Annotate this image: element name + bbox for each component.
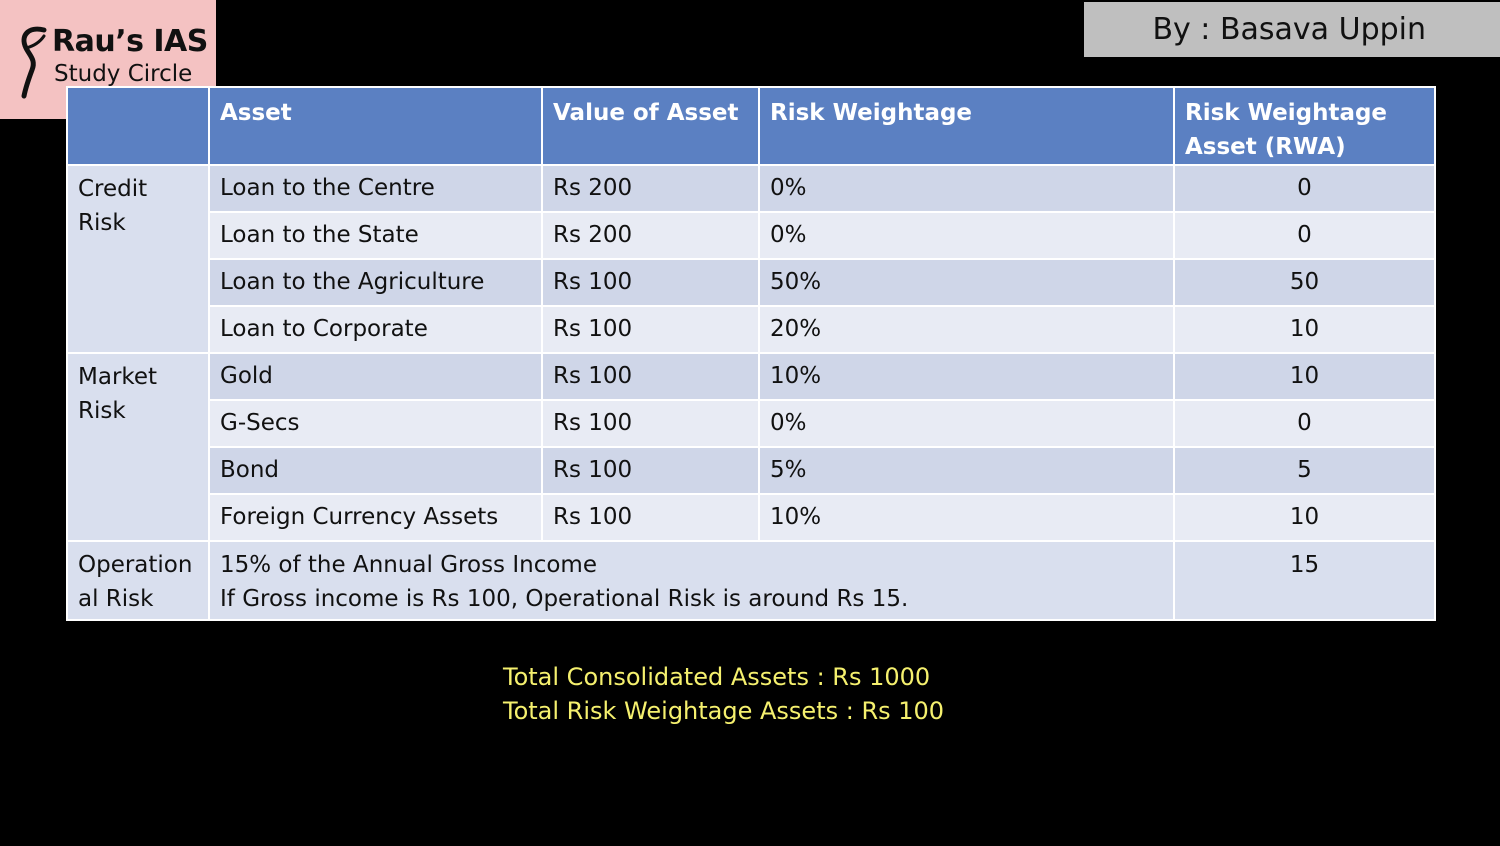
table-row: Foreign Currency Assets Rs 100 10% 10 xyxy=(67,493,1436,542)
category-market-risk: Market Risk xyxy=(66,352,210,542)
value-cell: Rs 100 xyxy=(541,446,760,495)
asset-cell: Loan to Corporate xyxy=(208,305,543,354)
weight-cell: 50% xyxy=(758,258,1175,307)
value-cell: Rs 200 xyxy=(541,211,760,260)
table-row: Market Risk Gold Rs 100 10% 10 xyxy=(66,352,1436,542)
author-banner: By : Basava Uppin xyxy=(1084,2,1500,57)
header-rwa: Risk Weightage Asset (RWA) xyxy=(1173,86,1436,166)
asset-cell: Loan to the Centre xyxy=(208,164,543,213)
asset-cell: Loan to the Agriculture xyxy=(208,258,543,307)
header-value-of-asset: Value of Asset xyxy=(541,86,760,166)
asset-cell: Bond xyxy=(208,446,543,495)
operational-risk-line2: If Gross income is Rs 100, Operational R… xyxy=(220,586,909,612)
table-header-row: Asset Value of Asset Risk Weightage Risk… xyxy=(66,86,1436,166)
table-row: G-Secs Rs 100 0% 0 xyxy=(67,399,1436,448)
logo-subtitle: Study Circle xyxy=(54,61,193,87)
rwa-cell: 15 xyxy=(1173,540,1436,621)
value-cell: Rs 100 xyxy=(541,493,760,542)
rwa-cell: 0 xyxy=(1173,399,1436,448)
category-operational-risk: Operation al Risk xyxy=(66,540,210,621)
value-cell: Rs 200 xyxy=(541,164,760,213)
rwa-cell: 5 xyxy=(1173,446,1436,495)
logo-title: Rau’s IAS xyxy=(52,24,208,59)
rwa-cell: 10 xyxy=(1173,305,1436,354)
rwa-cell: 0 xyxy=(1173,211,1436,260)
asset-cell: Loan to the State xyxy=(208,211,543,260)
asset-cell: G-Secs xyxy=(208,399,543,448)
total-consolidated-assets: Total Consolidated Assets : Rs 1000 xyxy=(503,663,931,691)
table-row: Loan to the State Rs 200 0% 0 xyxy=(67,211,1436,260)
rwa-cell: 10 xyxy=(1173,493,1436,542)
operational-risk-line1: 15% of the Annual Gross Income xyxy=(220,552,597,578)
rwa-cell: 0 xyxy=(1173,164,1436,213)
value-cell: Rs 100 xyxy=(541,258,760,307)
asset-cell: Foreign Currency Assets xyxy=(208,493,543,542)
category-credit-risk: Credit Risk xyxy=(66,164,210,354)
table-row: Loan to Corporate Rs 100 20% 10 xyxy=(67,305,1436,354)
operational-risk-description: 15% of the Annual Gross Income If Gross … xyxy=(208,540,1175,621)
value-cell: Rs 100 xyxy=(541,352,760,401)
table-row: Bond Rs 100 5% 5 xyxy=(67,446,1436,495)
table-row: Credit Risk Loan to the Centre Rs 200 0%… xyxy=(66,164,1436,354)
rwa-cell: 50 xyxy=(1173,258,1436,307)
weight-cell: 20% xyxy=(758,305,1175,354)
value-cell: Rs 100 xyxy=(541,305,760,354)
weight-cell: 5% xyxy=(758,446,1175,495)
weight-cell: 0% xyxy=(758,164,1175,213)
value-cell: Rs 100 xyxy=(541,399,760,448)
header-risk-weightage: Risk Weightage xyxy=(758,86,1175,166)
asset-cell: Gold xyxy=(208,352,543,401)
weight-cell: 0% xyxy=(758,399,1175,448)
weight-cell: 10% xyxy=(758,493,1175,542)
weight-cell: 10% xyxy=(758,352,1175,401)
total-risk-weightage-assets: Total Risk Weightage Assets : Rs 100 xyxy=(503,697,945,725)
weight-cell: 0% xyxy=(758,211,1175,260)
table-row: Loan to the Agriculture Rs 100 50% 50 xyxy=(67,258,1436,307)
table-row-operational-risk: Operation al Risk 15% of the Annual Gros… xyxy=(66,540,1436,621)
header-category xyxy=(66,86,210,166)
risk-weighted-assets-table: Asset Value of Asset Risk Weightage Risk… xyxy=(66,86,1436,621)
rwa-cell: 10 xyxy=(1173,352,1436,401)
rau-s-ias-logo-icon xyxy=(21,26,47,99)
header-asset: Asset xyxy=(208,86,543,166)
totals-summary: Total Consolidated Assets : Rs 1000 Tota… xyxy=(503,660,944,728)
